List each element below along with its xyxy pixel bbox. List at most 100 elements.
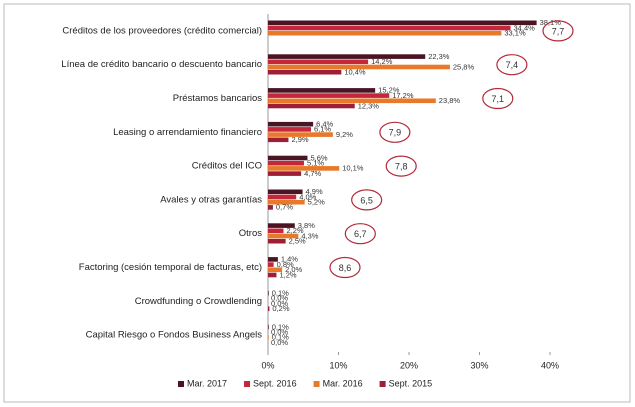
bar bbox=[268, 272, 277, 278]
value-label: 22,3% bbox=[428, 52, 450, 61]
value-label: 4,7% bbox=[304, 169, 321, 178]
bar bbox=[268, 267, 283, 273]
bar bbox=[268, 98, 436, 104]
value-label: 12,3% bbox=[358, 101, 380, 110]
value-label: 4,0% bbox=[299, 192, 316, 201]
value-label: 25,8% bbox=[453, 62, 475, 71]
circled-label: 7,9 bbox=[389, 128, 402, 138]
bar bbox=[268, 88, 376, 93]
value-label: 4,3% bbox=[301, 231, 318, 240]
value-label: 0,0% bbox=[271, 299, 288, 308]
category-label: Factoring (cesión temporal de facturas, … bbox=[79, 262, 262, 273]
value-label: 0,0% bbox=[271, 294, 288, 303]
bar bbox=[268, 290, 269, 296]
value-label: 0,7% bbox=[276, 203, 293, 212]
bar bbox=[268, 132, 333, 137]
value-label: 0,1% bbox=[272, 333, 289, 342]
bar bbox=[268, 306, 270, 312]
circled-label: 7,8 bbox=[395, 161, 408, 171]
bar bbox=[268, 54, 426, 59]
value-label: 0,8% bbox=[277, 260, 294, 269]
bar bbox=[268, 137, 289, 143]
circled-label: 7,7 bbox=[552, 26, 565, 36]
value-label: 0,1% bbox=[272, 322, 289, 331]
category-label: Crowdfunding o Crowdlending bbox=[135, 296, 262, 307]
value-label: 23,8% bbox=[439, 96, 461, 105]
value-label: 2,9% bbox=[291, 135, 308, 144]
bar bbox=[268, 127, 312, 132]
value-label: 6,4% bbox=[316, 119, 333, 128]
bar bbox=[268, 93, 390, 98]
category-label: Leasing o arrendamiento financiero bbox=[113, 127, 262, 138]
bar bbox=[268, 233, 299, 239]
value-label: 0,0% bbox=[271, 338, 288, 347]
legend-label: Sept. 2015 bbox=[389, 378, 433, 388]
legend-label: Mar. 2017 bbox=[187, 378, 227, 388]
bar bbox=[268, 160, 304, 166]
category-label: Línea de crédito bancario o descuento ba… bbox=[61, 59, 262, 70]
bar bbox=[268, 103, 355, 109]
value-label: 10,4% bbox=[344, 67, 366, 76]
value-label: 5,1% bbox=[307, 158, 324, 167]
value-label: 0,0% bbox=[271, 327, 288, 336]
bar bbox=[268, 194, 297, 200]
bar bbox=[268, 238, 286, 244]
bar bbox=[268, 59, 369, 65]
bar bbox=[268, 189, 303, 195]
value-label: 1,2% bbox=[279, 270, 296, 279]
legend-label: Mar. 2016 bbox=[323, 378, 363, 388]
value-label: 0,1% bbox=[272, 288, 289, 297]
value-label: 15,2% bbox=[378, 86, 400, 95]
circled-label: 6,7 bbox=[354, 229, 367, 239]
bar bbox=[268, 223, 295, 228]
category-label: Créditos de los proveedores (crédito com… bbox=[62, 25, 262, 36]
bar bbox=[268, 335, 269, 340]
legend-swatch bbox=[379, 381, 386, 387]
circle-annotation bbox=[344, 223, 376, 245]
circle-annotation bbox=[379, 121, 411, 143]
circled-label: 7,4 bbox=[506, 60, 519, 70]
legend-label: Sept. 2016 bbox=[253, 378, 297, 388]
circle-annotation bbox=[385, 155, 417, 177]
category-label: Avales y otras garantías bbox=[160, 194, 262, 205]
bar bbox=[268, 64, 450, 70]
bar bbox=[268, 166, 340, 171]
category-label: Créditos del ICO bbox=[192, 161, 262, 172]
value-label: 5,6% bbox=[310, 153, 327, 162]
x-tick-label: 10% bbox=[329, 360, 347, 370]
value-label: 10,1% bbox=[342, 164, 364, 173]
bar bbox=[268, 121, 314, 127]
circle-annotation bbox=[496, 54, 528, 76]
bar bbox=[268, 257, 278, 262]
bar bbox=[268, 69, 342, 75]
circle-annotation bbox=[329, 256, 361, 279]
value-label: 3,8% bbox=[298, 221, 315, 230]
bar bbox=[268, 205, 273, 210]
value-label: 14,2% bbox=[371, 57, 393, 66]
category-label: Préstamos bancarios bbox=[173, 93, 262, 104]
value-label: 1,4% bbox=[281, 255, 298, 264]
x-tick-label: 20% bbox=[400, 360, 418, 370]
value-label: 17,2% bbox=[392, 91, 414, 100]
legend-swatch bbox=[313, 381, 320, 387]
value-label: 0,2% bbox=[272, 304, 289, 313]
value-label: 6,1% bbox=[314, 125, 331, 134]
bar bbox=[268, 155, 308, 161]
circled-label: 6,5 bbox=[360, 195, 373, 205]
bar bbox=[268, 199, 305, 205]
legend-swatch bbox=[178, 381, 184, 387]
circled-label: 7,1 bbox=[492, 94, 505, 104]
value-label: 2,2% bbox=[287, 226, 304, 235]
category-label: Capital Riesgo o Fondos Business Angels bbox=[86, 330, 263, 341]
x-tick-label: 0% bbox=[261, 360, 274, 370]
circle-annotation bbox=[482, 87, 514, 110]
circle-annotation bbox=[542, 20, 574, 42]
bar bbox=[268, 171, 302, 176]
x-tick-label: 30% bbox=[470, 360, 488, 370]
value-label: 5,2% bbox=[308, 197, 325, 206]
category-label: Otros bbox=[239, 228, 262, 239]
value-label: 4,9% bbox=[306, 187, 323, 196]
bar bbox=[268, 25, 511, 31]
